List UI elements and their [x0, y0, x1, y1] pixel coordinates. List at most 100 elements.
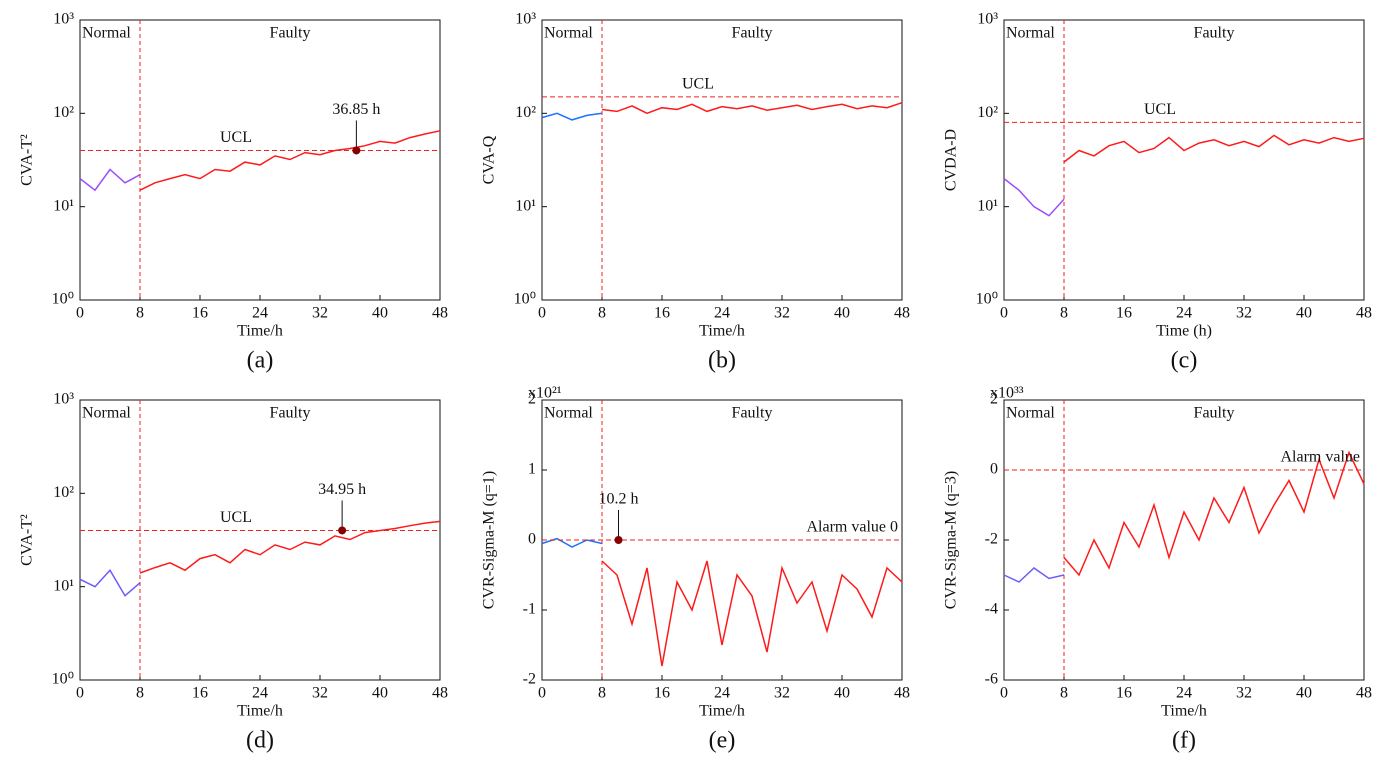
x-tick-label: 8 — [1060, 685, 1068, 702]
detection-label: 10.2 h — [599, 491, 639, 508]
x-tick-label: 0 — [1000, 685, 1008, 702]
x-tick-label: 16 — [192, 305, 208, 322]
series-line — [1063, 134, 1365, 163]
x-tick-label: 0 — [76, 305, 84, 322]
y-tick-label: 0 — [990, 461, 998, 478]
x-tick-label: 16 — [654, 305, 670, 322]
panel-label: (a) — [247, 348, 274, 374]
x-tick-label: 24 — [714, 305, 730, 322]
y-tick-label: 10³ — [53, 391, 74, 408]
y-tick-label: -4 — [985, 601, 998, 618]
y-tick-label: 10¹ — [515, 197, 536, 214]
x-tick-label: 32 — [312, 305, 328, 322]
y-tick-label: 10⁰ — [52, 291, 74, 308]
x-tick-label: 16 — [1116, 305, 1132, 322]
panel: 10⁰ 10¹ 10² 10³ 0 8 16 24 32 40 48 Time/h CVA-T² (d) N… — [19, 391, 448, 754]
y-tick-label: 10¹ — [977, 197, 998, 214]
x-tick-label: 8 — [598, 685, 606, 702]
plot-frame — [79, 19, 441, 301]
panel-label: (c) — [1171, 348, 1198, 374]
y-tick-label: -2 — [523, 671, 536, 688]
y-tick-label: 10¹ — [53, 197, 74, 214]
y-tick-label: 1 — [528, 461, 536, 478]
detection-label: 34.95 h — [318, 481, 366, 498]
x-axis-label: Time/h — [699, 323, 745, 340]
series-line — [601, 101, 903, 115]
y-tick-label: 10² — [515, 104, 536, 121]
y-tick-label: 10³ — [977, 11, 998, 28]
threshold-label: UCL — [1144, 101, 1176, 118]
panel-label: (b) — [708, 348, 736, 374]
normal-text: Normal — [1006, 405, 1055, 422]
series-line — [541, 112, 603, 121]
x-tick-label: 40 — [372, 305, 388, 322]
y-tick-label: -1 — [523, 601, 536, 618]
series-line — [1063, 450, 1365, 577]
panel: -2 -1 0 1 2 0 8 16 24 32 40 48 Time/h CVR-Sigma-M (q=… — [481, 385, 910, 754]
normal-text: Normal — [544, 405, 593, 422]
plot-frame — [1003, 399, 1365, 681]
x-tick-label: 0 — [1000, 305, 1008, 322]
x-tick-label: 0 — [538, 305, 546, 322]
panel-label: (d) — [246, 728, 274, 754]
normal-text: Normal — [82, 25, 131, 42]
x-axis-label: Time/h — [699, 703, 745, 720]
x-tick-label: 40 — [834, 685, 850, 702]
faulty-text: Faulty — [270, 405, 311, 422]
y-axis-label: CVDA-D — [943, 129, 960, 191]
series-line — [139, 520, 441, 574]
x-tick-label: 32 — [312, 685, 328, 702]
y-multiplier: x10²¹ — [528, 385, 562, 402]
x-tick-label: 24 — [252, 685, 268, 702]
x-tick-label: 48 — [1356, 685, 1372, 702]
x-tick-label: 24 — [714, 685, 730, 702]
x-tick-label: 40 — [1296, 305, 1312, 322]
y-tick-label: 10¹ — [53, 577, 74, 594]
threshold-label: Alarm value 0 — [806, 519, 898, 536]
y-axis-label: CVR-Sigma-M (q=3) — [943, 471, 960, 609]
x-axis-label: Time/h — [1161, 703, 1207, 720]
y-tick-label: 0 — [528, 531, 536, 548]
normal-text: Normal — [1006, 25, 1055, 42]
y-tick-label: 10² — [977, 104, 998, 121]
x-tick-label: 24 — [252, 305, 268, 322]
y-tick-label: -6 — [985, 671, 998, 688]
x-tick-label: 48 — [432, 685, 448, 702]
x-tick-label: 0 — [538, 685, 546, 702]
x-tick-label: 24 — [1176, 305, 1192, 322]
y-tick-label: 10³ — [515, 11, 536, 28]
series-line — [139, 130, 441, 191]
x-tick-label: 32 — [774, 685, 790, 702]
x-tick-label: 16 — [654, 685, 670, 702]
series-line — [79, 568, 141, 597]
series-line — [1003, 567, 1065, 583]
x-tick-label: 40 — [372, 685, 388, 702]
x-tick-label: 8 — [136, 305, 144, 322]
x-tick-label: 8 — [598, 305, 606, 322]
panel: 10⁰ 10¹ 10² 10³ 0 8 16 24 32 40 48 Time/h CVA-Q (b) No… — [481, 11, 910, 374]
faulty-text: Faulty — [270, 25, 311, 42]
x-axis-label: Time/h — [237, 323, 283, 340]
y-axis-label: CVA-Q — [481, 135, 498, 184]
y-tick-label: 2 — [990, 391, 998, 408]
x-tick-label: 16 — [192, 685, 208, 702]
series-line — [601, 560, 903, 667]
x-tick-label: 40 — [1296, 685, 1312, 702]
series-line — [1003, 178, 1065, 217]
x-tick-label: 8 — [1060, 305, 1068, 322]
y-tick-label: 10⁰ — [52, 671, 74, 688]
plot-frame — [79, 399, 441, 681]
plot-frame — [1003, 19, 1365, 301]
faulty-text: Faulty — [732, 405, 773, 422]
y-tick-label: 2 — [528, 391, 536, 408]
x-tick-label: 16 — [1116, 685, 1132, 702]
x-tick-label: 32 — [774, 305, 790, 322]
normal-text: Normal — [82, 405, 131, 422]
y-multiplier: x10³³ — [990, 385, 1024, 402]
detection-point — [352, 146, 361, 155]
y-tick-label: 10³ — [53, 11, 74, 28]
x-tick-label: 48 — [432, 305, 448, 322]
x-tick-label: 48 — [894, 685, 910, 702]
threshold-label: Alarm value — [1280, 449, 1360, 466]
